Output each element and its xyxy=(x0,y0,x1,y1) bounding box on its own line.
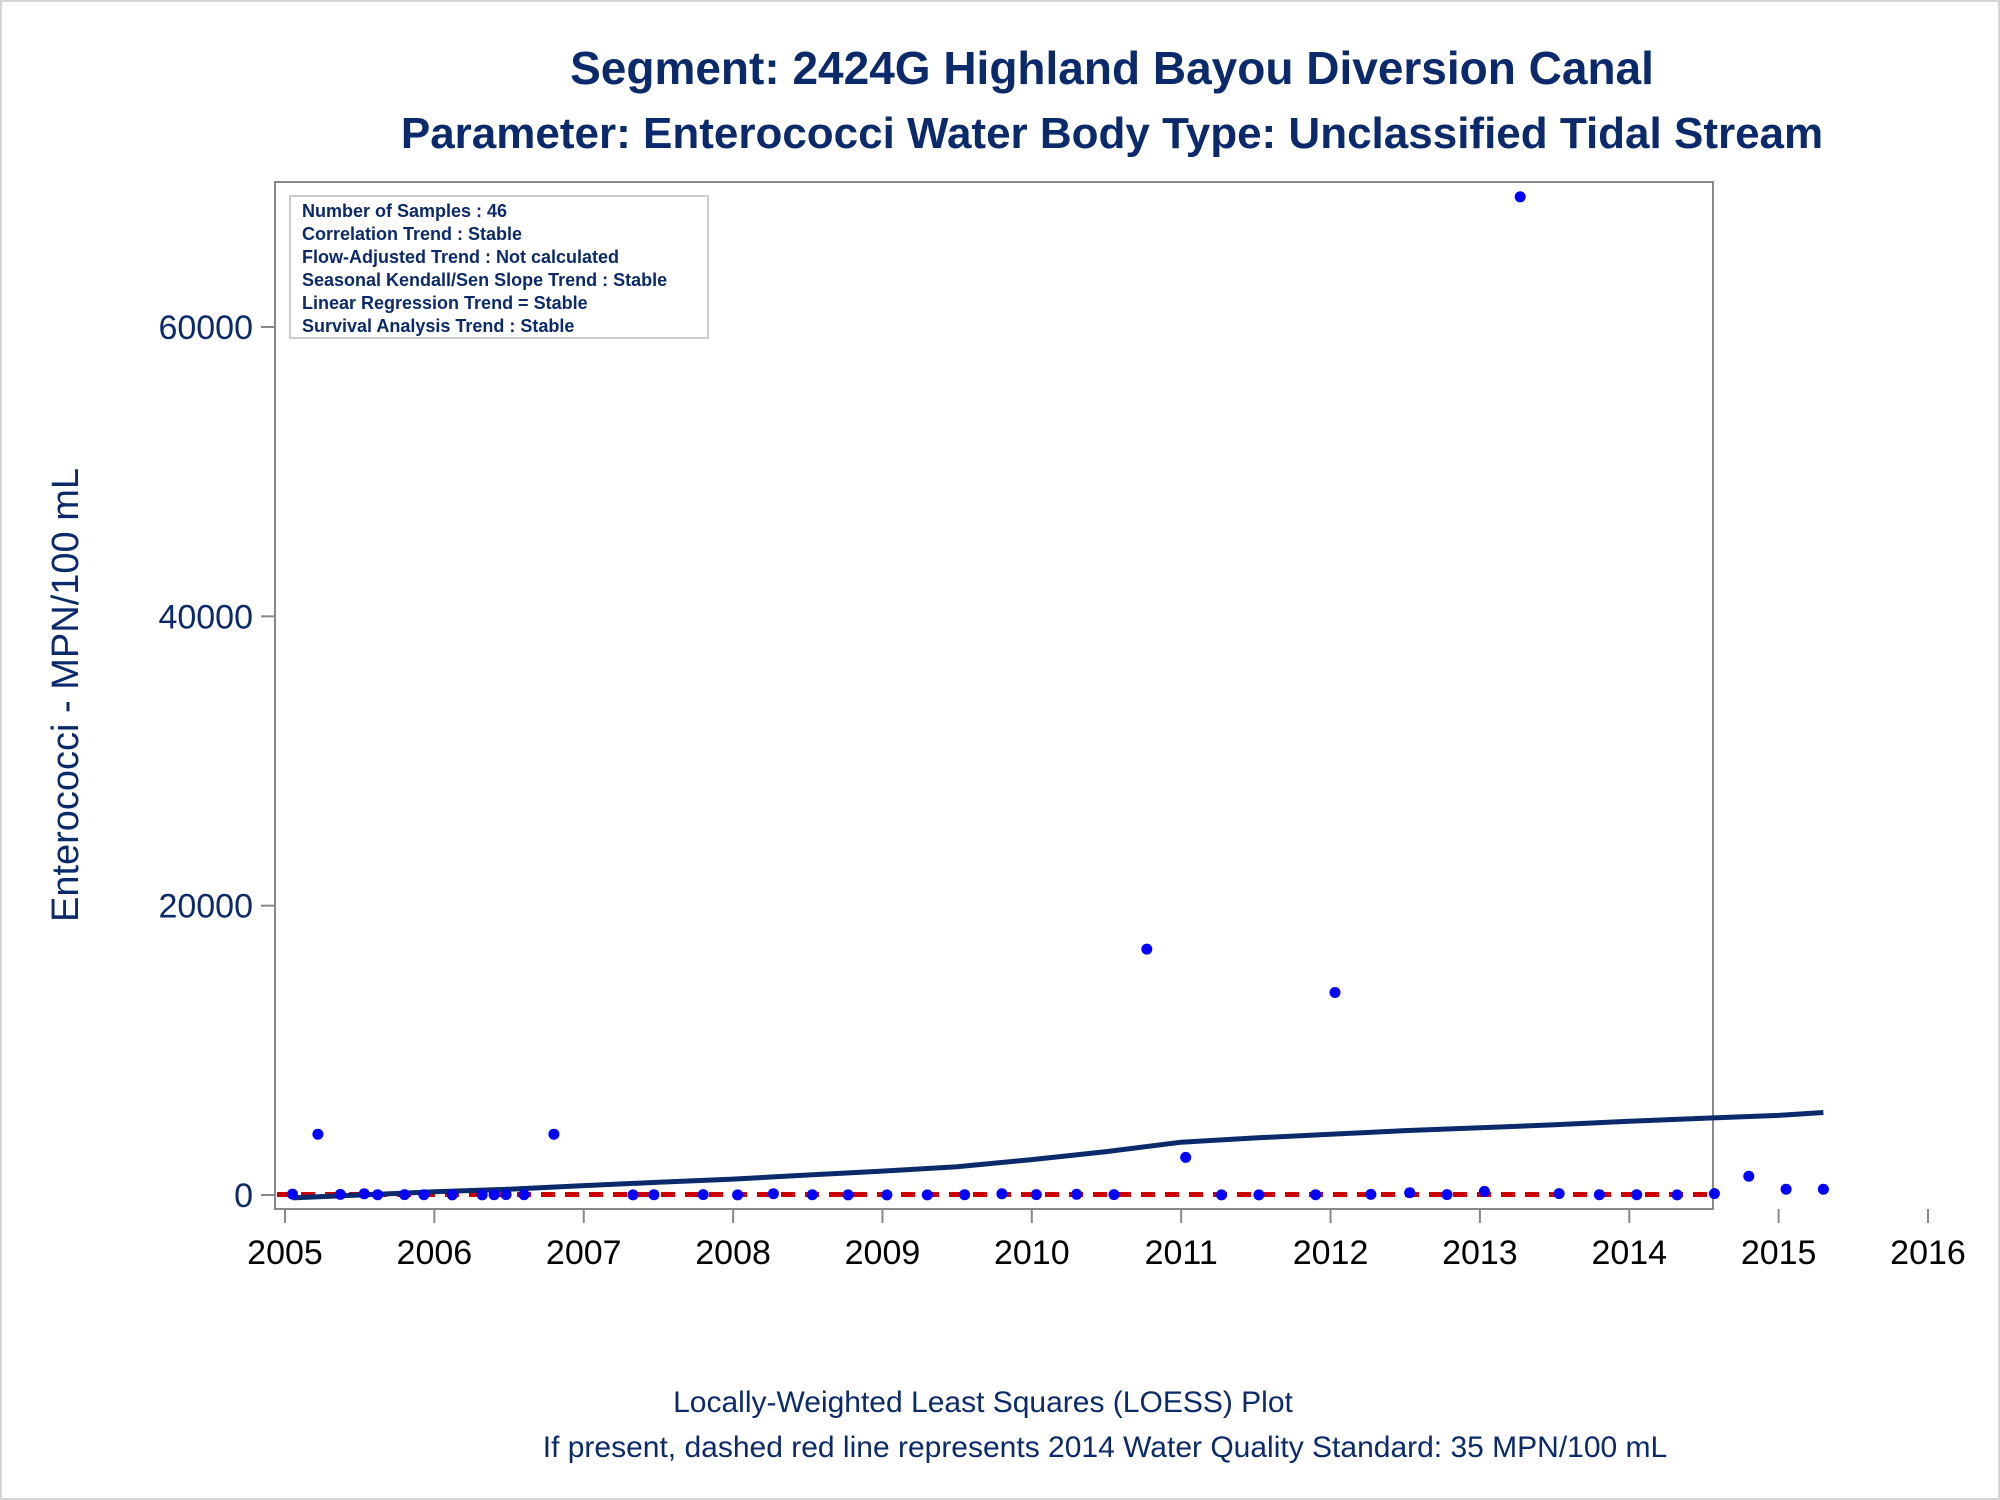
sample-point xyxy=(1310,1189,1322,1201)
sample-point xyxy=(1441,1189,1453,1201)
footnote-loess: Locally-Weighted Least Squares (LOESS) P… xyxy=(673,1386,1293,1419)
sample-point xyxy=(1631,1189,1643,1201)
sample-point xyxy=(1817,1183,1829,1195)
x-tick-label: 2015 xyxy=(1741,1234,1817,1272)
sample-point xyxy=(842,1189,854,1201)
chart-subtitle: Parameter: Enterococci Water Body Type: … xyxy=(401,109,1823,158)
sample-point xyxy=(1108,1189,1120,1201)
x-tick-label: 2013 xyxy=(1442,1234,1518,1272)
sample-point xyxy=(1329,987,1341,998)
sample-point xyxy=(1553,1188,1565,1200)
x-tick-label: 2012 xyxy=(1293,1234,1369,1272)
sample-point xyxy=(697,1189,709,1201)
loess-line xyxy=(292,1110,1824,1201)
sample-points xyxy=(287,191,1829,1201)
info-box-line: Linear Regression Trend = Stable xyxy=(302,293,588,313)
chart-title: Segment: 2424G Highland Bayou Diversion … xyxy=(570,42,1654,94)
sample-point xyxy=(312,1128,324,1140)
sample-point xyxy=(1743,1170,1755,1182)
y-axis-label: Enterococci - MPN/100 mL xyxy=(45,468,87,922)
x-tick-label: 2011 xyxy=(1145,1234,1218,1272)
sample-point xyxy=(1365,1188,1377,1200)
info-box-lines: Number of Samples : 46 Correlation Trend … xyxy=(302,201,667,336)
y-tick-label: 40000 xyxy=(158,598,253,636)
sample-point xyxy=(399,1189,410,1201)
x-tick-label: 2005 xyxy=(247,1234,323,1272)
x-tick-label: 2008 xyxy=(695,1234,771,1272)
info-box-border xyxy=(289,195,709,339)
sample-point xyxy=(921,1189,933,1201)
sample-point xyxy=(287,1188,298,1200)
sample-point xyxy=(627,1189,639,1201)
info-box-line: Correlation Trend : Stable xyxy=(302,224,522,244)
sample-point xyxy=(500,1189,512,1201)
sample-point xyxy=(476,1189,488,1201)
sample-point xyxy=(518,1189,530,1201)
y-axis: 0 20000 40000 60000 xyxy=(158,309,275,1215)
x-tick-label: 2014 xyxy=(1591,1234,1667,1272)
sample-point xyxy=(959,1189,971,1201)
sample-point xyxy=(334,1188,346,1200)
plot-area xyxy=(274,181,1714,1210)
x-tick-label: 2016 xyxy=(1890,1234,1966,1272)
sample-point xyxy=(1404,1187,1416,1199)
sample-point xyxy=(1780,1183,1792,1195)
footnote-standard: If present, dashed red line represents 2… xyxy=(543,1431,1668,1464)
sample-point xyxy=(806,1189,818,1201)
info-box-line: Flow-Adjusted Trend : Not calculated xyxy=(302,247,619,267)
sample-point xyxy=(1593,1189,1605,1201)
sample-point xyxy=(1180,1151,1192,1163)
info-box-line: Number of Samples : 46 xyxy=(302,201,507,221)
x-axis: 2005 2006 2007 2008 2009 2010 2011 2012 2013 2014… xyxy=(247,1209,1966,1272)
y-tick-label: 60000 xyxy=(158,309,253,347)
sample-point xyxy=(1478,1185,1490,1197)
sample-point xyxy=(1514,191,1526,203)
x-tick-label: 2007 xyxy=(546,1234,622,1272)
sample-point xyxy=(1708,1188,1720,1200)
sample-point xyxy=(1141,943,1153,955)
x-tick-label: 2006 xyxy=(397,1234,473,1272)
sample-point xyxy=(446,1189,458,1201)
x-tick-label: 2010 xyxy=(994,1234,1070,1272)
sample-point xyxy=(488,1189,500,1201)
info-box-line: Seasonal Kendall/Sen Slope Trend : Stabl… xyxy=(302,270,667,290)
sample-point xyxy=(767,1188,779,1200)
sample-point xyxy=(996,1188,1008,1200)
y-tick-label: 0 xyxy=(234,1177,253,1215)
sample-point xyxy=(1216,1189,1227,1201)
y-tick-label: 20000 xyxy=(158,888,253,926)
sample-point xyxy=(1030,1189,1042,1201)
sample-point xyxy=(372,1189,384,1201)
sample-point xyxy=(648,1189,660,1201)
x-tick-label: 2009 xyxy=(845,1234,921,1272)
sample-point xyxy=(1071,1188,1083,1200)
sample-point xyxy=(418,1189,430,1201)
sample-point xyxy=(358,1188,370,1200)
sample-point xyxy=(732,1189,744,1201)
sample-point xyxy=(548,1128,560,1140)
sample-point xyxy=(1671,1189,1683,1201)
sample-point xyxy=(881,1189,893,1201)
info-box-line: Survival Analysis Trend : Stable xyxy=(302,316,574,336)
info-box: Number of Samples : 46 Correlation Trend … xyxy=(289,195,709,339)
sample-point xyxy=(1253,1189,1265,1201)
